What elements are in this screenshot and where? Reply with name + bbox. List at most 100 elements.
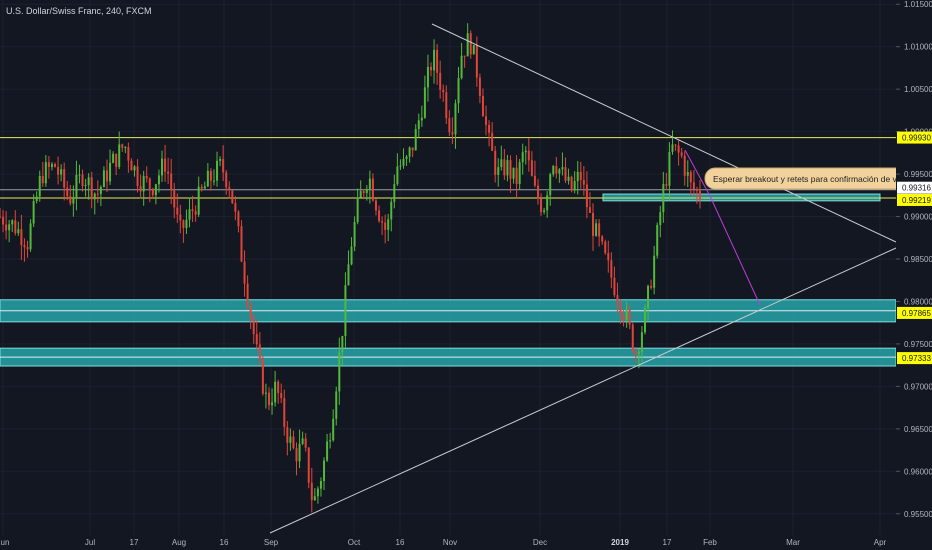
candle-body [188, 209, 191, 220]
candle-body [350, 246, 353, 265]
price-label: 0.97865 [902, 309, 931, 318]
candle-body [668, 151, 671, 186]
candle-body [439, 72, 442, 90]
candle-body [81, 174, 84, 187]
price-label-bg [897, 131, 932, 144]
candle-body [485, 116, 488, 125]
x-tick-label: 16 [220, 538, 229, 547]
candle-body [112, 153, 115, 163]
candle-body [662, 184, 665, 213]
candle-body [41, 176, 44, 184]
candle-body [170, 173, 173, 191]
candle-body [78, 174, 81, 176]
candle-body [130, 160, 133, 171]
candle-body [267, 392, 270, 406]
descending-trendline [431, 23, 897, 243]
x-tick-label: Feb [703, 538, 717, 547]
candle-body [11, 220, 14, 225]
candle-body [381, 221, 384, 223]
x-tick-label: Nov [443, 538, 457, 547]
x-tick-label: Jul [85, 538, 95, 547]
candle-body [182, 220, 185, 228]
candle-body [518, 162, 521, 185]
candle-body [540, 198, 543, 213]
candle-body [167, 171, 170, 174]
candle-body [423, 87, 426, 118]
candle-body [466, 33, 469, 57]
candle-body [533, 175, 536, 186]
x-tick-label: 17 [130, 538, 139, 547]
candle-body [433, 49, 436, 71]
candle-body [536, 185, 539, 199]
time-axis[interactable]: Jun Jul 17 Aug 16 Sep Oct 16 Nov Dec 2019 17 Feb Mar A… [0, 538, 887, 547]
candle-body [96, 193, 99, 195]
candle-body [677, 145, 680, 153]
candle-body [20, 229, 23, 246]
candle-body [274, 381, 277, 403]
candle-body [93, 193, 96, 200]
candle-body [579, 171, 582, 180]
candle-body [332, 418, 335, 441]
candle-body [353, 222, 356, 247]
candle-body [390, 201, 393, 220]
candle-body [478, 77, 481, 96]
price-axis[interactable]: 1.015001.010001.005001.000000.995000.990… [896, 0, 932, 550]
candle-body [601, 236, 604, 242]
candle-body [426, 66, 429, 88]
candle-body [23, 245, 26, 248]
candle-body [176, 207, 179, 215]
candle-body [399, 165, 402, 167]
candle-body [659, 212, 662, 225]
price-label: 0.99930 [902, 134, 931, 143]
y-tick-label: 0.96500 [904, 425, 932, 434]
candle-body [121, 144, 124, 148]
candle-body [2, 216, 5, 225]
candle-body [335, 391, 338, 419]
candle-body [607, 253, 610, 261]
candle-body [115, 153, 118, 167]
candle-body [44, 162, 47, 184]
candle-body [451, 132, 454, 135]
x-tick-label: 16 [396, 538, 405, 547]
candle-body [689, 172, 692, 183]
candle-body [521, 152, 524, 163]
candle-body [60, 169, 63, 175]
candle-body [494, 150, 497, 175]
y-tick-label: 0.99000 [904, 213, 932, 222]
candle-body [475, 45, 478, 78]
candle-body [686, 172, 689, 176]
candle-body [136, 166, 139, 187]
candle-body [304, 438, 307, 448]
candle-body [371, 178, 374, 201]
candle-body [347, 264, 350, 286]
candle-body [161, 158, 164, 176]
candle-body [255, 334, 258, 345]
y-tick-label: 0.97000 [904, 382, 932, 391]
candle-body [585, 184, 588, 208]
candle-body [264, 392, 267, 394]
candle-body [313, 496, 316, 501]
candle-body [63, 169, 66, 188]
candle-body [576, 171, 579, 182]
candle-body [472, 45, 475, 55]
annotation-callout[interactable]: Esperar breakout y retets para confirmac… [704, 167, 928, 190]
candle-body [231, 190, 234, 204]
candle-body [463, 55, 466, 57]
candle-body [8, 224, 11, 231]
candle-body [671, 144, 674, 152]
candles [0, 23, 701, 513]
candle-body [105, 170, 108, 182]
candle-body [237, 211, 240, 227]
candle-body [524, 150, 527, 153]
candle-body [491, 132, 494, 151]
candle-body [356, 197, 359, 223]
price-axis-bg [896, 0, 932, 550]
chart-grid [0, 0, 896, 535]
x-tick-label: Aug [172, 538, 186, 547]
candle-body [179, 214, 182, 221]
candle-body [185, 219, 188, 228]
candle-body [683, 155, 686, 176]
candle-body [341, 335, 344, 353]
candle-body [66, 187, 69, 197]
